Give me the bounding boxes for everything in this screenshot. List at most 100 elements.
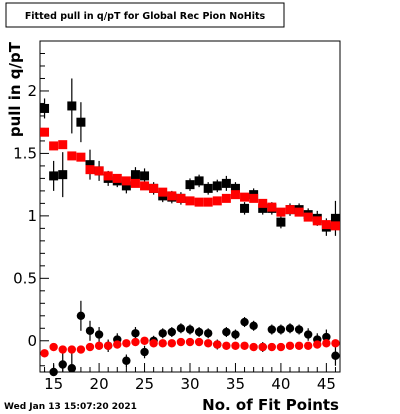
data-point-circle	[258, 342, 267, 352]
title-box: Fitted pull in q/pT for Global Rec Pion …	[5, 2, 285, 28]
data-point-circle	[94, 341, 104, 350]
data-point-circle	[249, 342, 258, 352]
y-tick-label: 1	[27, 207, 37, 225]
y-tick-label: 2	[27, 82, 37, 100]
data-point-circle	[140, 347, 149, 357]
timestamp: Wed Jan 13 15:07:20 2021	[4, 402, 137, 412]
x-tick-label: 20	[90, 375, 109, 393]
data-point-circle	[303, 330, 313, 339]
data-point-circle	[131, 337, 140, 347]
series-2-square	[40, 127, 340, 231]
data-point-square	[249, 193, 259, 203]
data-point-circle	[113, 340, 122, 349]
data-point-circle	[49, 367, 58, 377]
data-point-square	[103, 171, 113, 181]
x-tick-label: 40	[271, 375, 290, 393]
data-point-square	[112, 173, 122, 183]
data-point-circle	[167, 327, 177, 337]
data-point-circle	[240, 317, 249, 327]
data-point-square	[203, 197, 213, 207]
x-tick-label: 45	[317, 375, 336, 393]
data-point-square	[76, 117, 86, 127]
data-point-square	[312, 216, 322, 226]
data-point-circle	[231, 330, 240, 339]
data-point-circle	[322, 339, 331, 348]
data-point-square	[221, 178, 231, 188]
data-point-circle	[203, 339, 213, 348]
data-point-square	[176, 193, 186, 203]
data-point-square	[230, 190, 240, 200]
data-point-circle	[122, 356, 131, 365]
data-point-square	[194, 197, 204, 207]
data-point-circle	[67, 364, 77, 373]
x-tick-label: 30	[180, 375, 199, 393]
data-point-square	[140, 171, 150, 181]
data-point-square	[185, 196, 195, 206]
data-point-circle	[103, 341, 113, 350]
data-point-circle	[194, 337, 204, 347]
data-point-circle	[294, 325, 304, 334]
data-point-square	[258, 198, 268, 208]
data-point-square	[49, 171, 59, 181]
title-frame	[5, 2, 285, 28]
data-point-circle	[203, 329, 213, 338]
data-point-square	[194, 176, 204, 186]
data-point-circle	[213, 340, 222, 349]
data-point-circle	[40, 349, 49, 358]
chart-title: Fitted pull in q/pT for Global Rec Pion …	[25, 11, 266, 22]
data-point-circle	[276, 325, 286, 334]
data-point-square	[330, 213, 340, 223]
data-point-square	[158, 187, 168, 197]
y-tick-label: 1.5	[13, 144, 37, 162]
data-point-square	[203, 183, 213, 193]
data-series	[40, 78, 340, 377]
data-point-circle	[140, 336, 149, 345]
data-point-square	[58, 140, 68, 150]
data-point-circle	[85, 326, 95, 335]
data-point-square	[212, 196, 222, 206]
data-point-circle	[158, 329, 167, 338]
data-point-circle	[303, 341, 313, 350]
data-point-circle	[231, 341, 240, 350]
data-point-square	[294, 207, 304, 217]
data-point-square	[130, 178, 140, 188]
data-point-circle	[185, 325, 195, 334]
y-tick-label: 0	[27, 332, 37, 350]
data-point-square	[85, 160, 95, 170]
data-point-square	[167, 191, 177, 201]
x-tick-label: 35	[226, 375, 245, 393]
y-tick-label: 0.5	[13, 269, 37, 287]
data-point-circle	[131, 329, 140, 338]
data-point-circle	[276, 342, 286, 352]
data-point-square	[67, 151, 77, 161]
data-point-circle	[85, 342, 95, 352]
data-point-circle	[76, 345, 86, 354]
x-tick-label: 25	[135, 375, 154, 393]
data-point-circle	[194, 327, 204, 337]
data-point-circle	[285, 341, 295, 350]
data-point-square	[212, 181, 222, 191]
data-point-square	[230, 183, 240, 193]
data-point-square	[185, 180, 195, 190]
data-point-square	[330, 221, 340, 231]
data-point-square	[94, 166, 104, 176]
data-point-circle	[267, 325, 277, 334]
data-point-circle	[222, 341, 231, 350]
data-point-square	[121, 176, 131, 186]
data-point-square	[258, 203, 268, 213]
data-point-circle	[322, 332, 331, 342]
data-point-square	[121, 181, 131, 191]
data-point-circle	[222, 327, 231, 337]
data-point-circle	[185, 337, 195, 347]
data-point-circle	[331, 351, 340, 360]
data-point-circle	[149, 339, 158, 348]
data-point-square	[40, 103, 50, 113]
data-point-square	[49, 141, 59, 151]
data-point-circle	[331, 339, 340, 348]
data-point-circle	[76, 311, 86, 320]
data-point-circle	[267, 342, 277, 352]
data-point-circle	[176, 337, 186, 347]
data-point-square	[85, 165, 95, 175]
data-point-circle	[158, 339, 167, 348]
